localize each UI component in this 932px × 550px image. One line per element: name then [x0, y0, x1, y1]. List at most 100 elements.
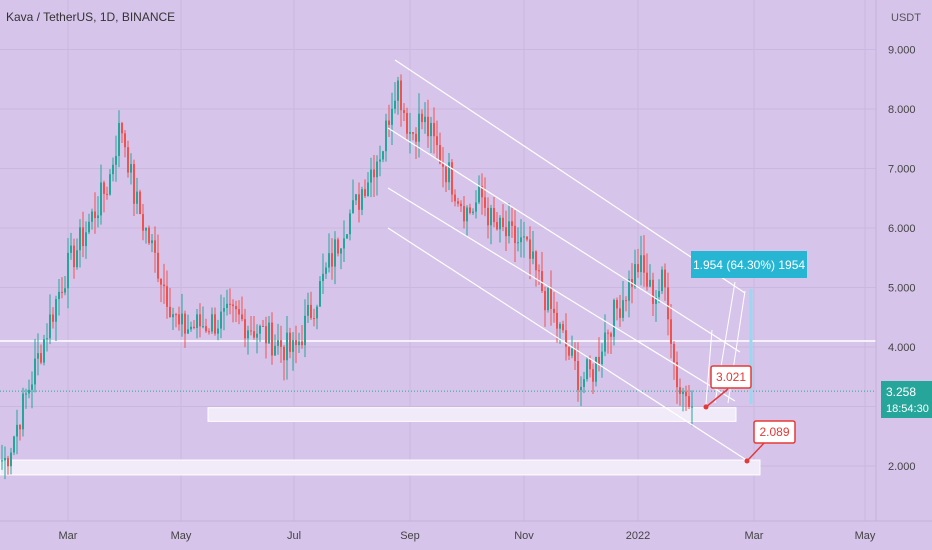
callout-lower[interactable]: 2.089: [744, 420, 796, 464]
candle-body: [226, 303, 228, 309]
candle-body: [160, 278, 162, 285]
candle-body: [598, 356, 600, 365]
candle-body: [115, 155, 117, 165]
measure-label-box: [691, 251, 807, 278]
candle-body: [37, 353, 39, 359]
candle-body: [448, 162, 450, 183]
candle-body: [187, 329, 189, 334]
candle-body: [235, 306, 237, 310]
candle-body: [229, 303, 231, 305]
candle-body: [199, 314, 201, 327]
candle-body: [304, 315, 306, 346]
candle-body: [397, 80, 399, 101]
candle-body: [193, 326, 195, 329]
candle-body: [643, 255, 645, 273]
symbol-title[interactable]: Kava / TetherUS, 1D, BINANCE: [6, 10, 175, 24]
support-zones: [0, 407, 761, 476]
candle-body: [580, 386, 582, 391]
price-tick-label: 7.000: [888, 164, 916, 176]
candle-body: [424, 116, 426, 123]
callout-lower-pointer: [746, 440, 767, 462]
candle-body: [433, 122, 435, 137]
candle-body: [265, 326, 267, 344]
candle-body: [391, 108, 393, 125]
channel-line: [387, 227, 749, 462]
currency-label: USDT: [891, 12, 921, 24]
candle-body: [340, 248, 342, 254]
candle-body: [550, 288, 552, 309]
candle-body: [640, 255, 642, 273]
candle-body: [457, 201, 459, 204]
callout-upper[interactable]: 3.021: [703, 365, 752, 410]
candle-body: [604, 332, 606, 352]
candle-body: [367, 182, 369, 197]
candle-body: [307, 304, 309, 316]
candle-body: [184, 313, 186, 334]
candle-body: [535, 251, 537, 271]
candle-body: [526, 236, 528, 240]
candle-body: [124, 133, 126, 148]
last-price-value: 3.258: [886, 385, 916, 399]
candle-body: [562, 324, 564, 331]
candle-body: [349, 213, 351, 235]
measure-label: 1.954 (64.30%) 1954: [693, 258, 805, 272]
candle-body: [520, 237, 522, 243]
candle-body: [1, 460, 3, 462]
time-tick-label: Sep: [400, 530, 420, 542]
candle-body: [541, 271, 543, 292]
candle-body: [430, 122, 432, 137]
candle-body: [205, 326, 207, 332]
candle-body: [82, 227, 84, 247]
candle-body: [13, 436, 15, 453]
horizontal-levels: [0, 340, 876, 392]
candle-body: [46, 338, 48, 340]
channel-line: [387, 187, 736, 402]
candle-body: [616, 299, 618, 309]
candle-body: [577, 361, 579, 391]
measure-tool[interactable]: 1.954 (64.30%) 1954: [691, 251, 807, 278]
candle-body: [688, 396, 690, 407]
candle-body: [52, 314, 54, 322]
candle-body: [292, 340, 294, 352]
candle-body: [175, 314, 177, 316]
candle-body: [61, 291, 63, 293]
candle-body: [658, 291, 660, 298]
candle-body: [619, 308, 621, 318]
candle-body: [346, 234, 348, 239]
candle-body: [133, 164, 135, 204]
candle-body: [595, 356, 597, 382]
candle-body: [418, 113, 420, 142]
candle-body: [565, 330, 567, 347]
candle-body: [214, 314, 216, 334]
candle-body: [121, 122, 123, 134]
candle-body: [247, 330, 249, 339]
callout-lower-box: [753, 420, 796, 444]
candle-body: [496, 222, 498, 230]
candle-body: [232, 304, 234, 307]
candle-body: [625, 300, 627, 302]
time-tick-label: May: [855, 530, 876, 542]
candle-body: [277, 340, 279, 346]
candle-body: [73, 245, 75, 268]
time-axis[interactable]: Mar May Jul Sep Nov 2022 Mar May: [59, 530, 876, 542]
candle-body: [676, 362, 678, 388]
candle-body: [382, 151, 384, 160]
candle-body: [127, 147, 129, 173]
candle-body: [220, 311, 222, 329]
candle-body: [178, 314, 180, 325]
candle-body: [499, 217, 501, 230]
candle-body: [40, 353, 42, 363]
support-zone-upper: [207, 407, 737, 422]
candle-body: [334, 239, 336, 267]
candle-body: [559, 324, 561, 329]
candle-body: [409, 132, 411, 134]
candle-body: [610, 333, 612, 337]
candle-body: [649, 279, 651, 287]
last-price-tag: 3.258 18:54:30: [881, 381, 932, 418]
candle-body: [154, 240, 156, 253]
candle-body: [190, 326, 192, 330]
candle-body: [100, 182, 102, 216]
candle-body: [34, 358, 36, 385]
candle-body: [403, 110, 405, 113]
